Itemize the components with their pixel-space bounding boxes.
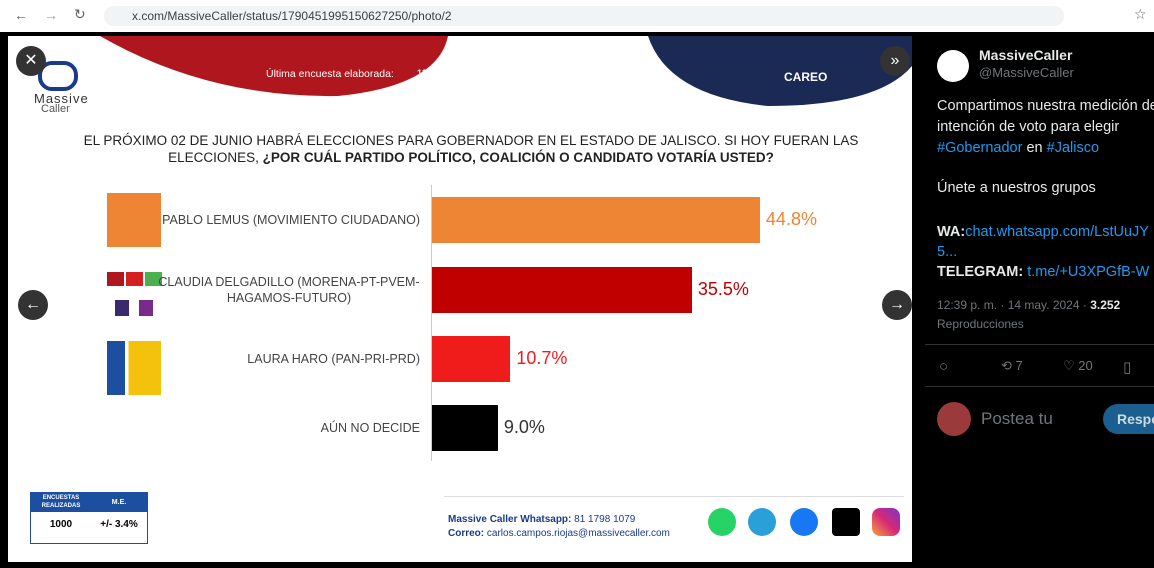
- contact: Massive Caller Whatsapp: 81 1798 1079 Co…: [448, 513, 670, 541]
- whatsapp-icon: [708, 508, 736, 536]
- tweet-tg: TELEGRAM: t.me/+U3XPGfB-W: [937, 264, 1154, 280]
- value-label: 44.8%: [765, 209, 817, 229]
- x-icon: [832, 508, 860, 536]
- bookmark-button[interactable]: ▯: [1123, 359, 1132, 376]
- question: EL PRÓXIMO 02 DE JUNIO HABRÁ ELECCIONES …: [56, 132, 886, 166]
- bar: [432, 197, 760, 243]
- brand-sub: Caller: [41, 103, 70, 115]
- next-photo[interactable]: →: [882, 290, 912, 320]
- instagram-icon: [872, 508, 900, 536]
- wa-link[interactable]: chat.whatsapp.com/LstUuJY5...: [937, 224, 1149, 260]
- category-label: PABLO LEMUS (MOVIMIENTO CIUDADANO): [158, 212, 420, 228]
- party-logos: [107, 272, 165, 324]
- value-label: 9.0%: [503, 417, 545, 437]
- reply-icon[interactable]: ○: [939, 358, 949, 375]
- whatsapp: 81 1798 1079: [574, 514, 636, 525]
- tweet-wa: WA:chat.whatsapp.com/LstUuJY5...: [937, 222, 1154, 262]
- toggle-sidebar[interactable]: »: [880, 46, 910, 76]
- hashtag[interactable]: #Jalisco: [1046, 140, 1100, 156]
- tweet-join: Únete a nuestros grupos: [937, 180, 1096, 196]
- tweet-name[interactable]: MassiveCaller: [979, 47, 1073, 63]
- party-logo: [107, 193, 161, 247]
- views-label: Reproducciones: [937, 317, 1024, 331]
- email-label: Correo:: [448, 528, 485, 539]
- brand-logo: [38, 61, 78, 91]
- category-text: LAURA HARO (PAN-PRI-PRD): [247, 352, 420, 366]
- tg-link[interactable]: t.me/+U3XPGfB-W: [1027, 264, 1150, 280]
- url-text: x.com/MassiveCaller/status/1790451995150…: [132, 9, 452, 23]
- like-count: 20: [1078, 358, 1093, 373]
- forward-button[interactable]: →: [44, 7, 58, 23]
- reply-button[interactable]: Respo: [1103, 404, 1154, 434]
- close-button[interactable]: ✕: [16, 46, 46, 76]
- back-button[interactable]: ←: [14, 7, 28, 23]
- divider: [444, 496, 904, 497]
- connector: en: [1026, 140, 1043, 156]
- tg-label: TELEGRAM:: [937, 264, 1024, 280]
- views: 3.252: [1090, 298, 1121, 312]
- user-avatar: [937, 402, 971, 436]
- hashtag[interactable]: #Gobernador: [937, 140, 1023, 156]
- table-header: ENCUESTAS REALIZADAS: [31, 493, 91, 512]
- telegram-icon: [748, 508, 776, 536]
- header-tag: CAREO: [784, 70, 828, 84]
- like-button[interactable]: ♡ 20: [1063, 358, 1093, 373]
- divider: [925, 344, 1154, 345]
- browser-bar: ← → ↻ x.com/MassiveCaller/status/1790451…: [0, 0, 1154, 32]
- retweet-button[interactable]: ⟲ 7: [1001, 358, 1023, 373]
- whatsapp-label: Massive Caller Whatsapp:: [448, 514, 572, 525]
- category-text: CLAUDIA DELGADILLO (MORENA-PT-PVEM-HAGAM…: [158, 275, 420, 305]
- bookmark-star[interactable]: ☆: [1134, 6, 1147, 22]
- survey-table: ENCUESTAS REALIZADAS M.E. 1000 +/- 3.4%: [30, 492, 148, 544]
- avatar[interactable]: [937, 50, 969, 82]
- brand-name: Massive: [34, 91, 89, 106]
- header-label: Última encuesta elaborada:: [266, 68, 394, 80]
- value-label: 35.5%: [697, 279, 749, 299]
- bar: [432, 405, 498, 451]
- table-cell: 1000: [49, 519, 73, 530]
- tweet-text: Compartimos nuestra medición de intenció…: [937, 96, 1154, 159]
- email: carlos.campos.riojas@massivecaller.com: [486, 528, 670, 539]
- question-bold: ¿POR CUÁL PARTIDO POLÍTICO, COALICIÓN O …: [262, 150, 774, 165]
- category-label: AÚN NO DECIDE: [158, 420, 420, 436]
- tweet-panel: MassiveCaller @MassiveCaller Compartimos…: [925, 36, 1154, 568]
- prev-photo[interactable]: ←: [18, 290, 48, 320]
- category-text: AÚN NO DECIDE: [320, 421, 420, 435]
- tweet-body: Compartimos nuestra medición de intenció…: [937, 98, 1154, 135]
- header-date: 13 DE MAYO DE 2024: [417, 68, 509, 78]
- address-bar[interactable]: x.com/MassiveCaller/status/1790451995150…: [104, 6, 1064, 26]
- tweet-meta: 12:39 p. m. · 14 may. 2024 · 3.252: [937, 298, 1120, 312]
- wa-label: WA:: [937, 224, 966, 240]
- category-label: CLAUDIA DELGADILLO (MORENA-PT-PVEM-HAGAM…: [158, 274, 420, 306]
- party-logo: [107, 341, 161, 395]
- facebook-icon: [790, 508, 818, 536]
- divider: [925, 386, 1154, 387]
- reload-button[interactable]: ↻: [74, 6, 86, 22]
- value-label: 10.7%: [516, 348, 568, 368]
- category-label: LAURA HARO (PAN-PRI-PRD): [158, 351, 420, 367]
- retweet-count: 7: [1015, 358, 1023, 373]
- timestamp: 12:39 p. m. · 14 may. 2024 ·: [937, 298, 1087, 312]
- axis-line: [431, 185, 432, 461]
- bar: [432, 267, 692, 313]
- category-text: PABLO LEMUS (MOVIMIENTO CIUDADANO): [162, 213, 420, 227]
- bar: [432, 336, 511, 382]
- table-cell: +/- 3.4%: [100, 519, 138, 530]
- tweet-handle[interactable]: @MassiveCaller: [979, 65, 1074, 80]
- question-text: EL PRÓXIMO 02 DE JUNIO HABRÁ ELECCIONES …: [83, 133, 859, 165]
- poll-image: Massive Caller Última encuesta elaborada…: [8, 36, 912, 562]
- table-header: M.E.: [91, 493, 147, 512]
- header-shapes: [100, 36, 912, 106]
- reply-input[interactable]: Postea tu: [981, 409, 1053, 428]
